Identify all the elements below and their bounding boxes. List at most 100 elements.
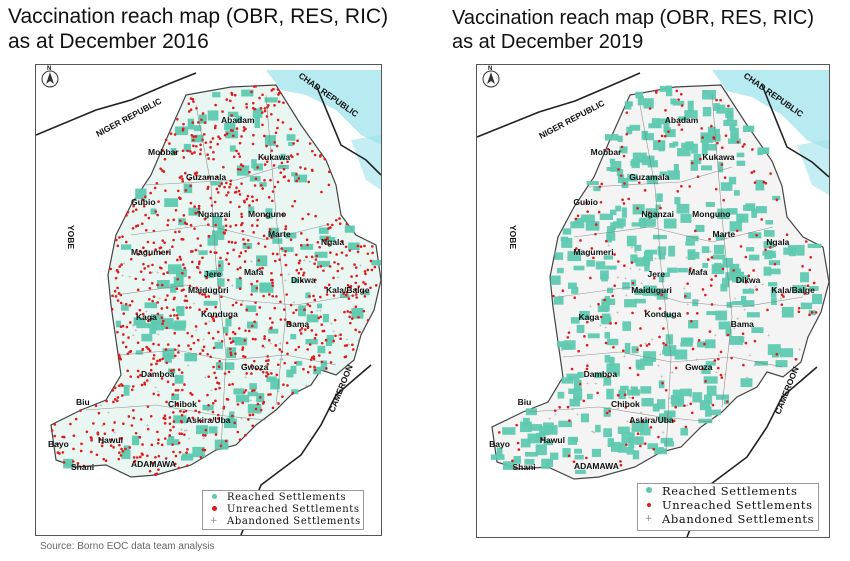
unreached-settlement xyxy=(327,242,330,246)
unreached-settlement xyxy=(80,442,83,446)
unreached-settlement xyxy=(250,372,253,375)
abandoned-settlement: + xyxy=(299,321,302,327)
unreached-settlement xyxy=(186,448,189,451)
unreached-settlement xyxy=(149,191,152,195)
unreached-settlement xyxy=(659,206,662,210)
abandoned-settlement: + xyxy=(154,252,157,258)
abandoned-settlement: + xyxy=(712,412,715,418)
unreached-settlement xyxy=(232,248,235,252)
abandoned-settlement: + xyxy=(586,381,589,387)
unreached-settlement xyxy=(332,339,336,343)
abandoned-settlement: + xyxy=(607,414,610,420)
unreached-settlement xyxy=(314,278,317,282)
unreached-settlement xyxy=(253,107,257,111)
abandoned-settlement: + xyxy=(798,348,801,354)
unreached-settlement xyxy=(261,93,264,97)
reached-settlement xyxy=(654,289,665,297)
unreached-settlement xyxy=(298,259,302,262)
reached-settlement xyxy=(674,349,688,360)
reached-settlement xyxy=(150,321,165,331)
unreached-settlement xyxy=(282,167,286,171)
reached-settlement xyxy=(695,224,705,233)
abandoned-settlement: + xyxy=(659,352,662,358)
unreached-settlement xyxy=(176,117,179,121)
unreached-settlement xyxy=(116,286,119,290)
reached-settlement xyxy=(681,337,693,344)
unreached-settlement xyxy=(239,251,243,255)
reached-settlement xyxy=(224,418,237,429)
unreached-settlement xyxy=(156,301,160,304)
unreached-settlement xyxy=(253,389,256,392)
unreached-settlement xyxy=(266,372,270,376)
unreached-settlement xyxy=(193,205,196,208)
lga-label-shani: Shani xyxy=(71,462,94,472)
unreached-settlement xyxy=(265,237,269,240)
unreached-settlement xyxy=(336,269,340,273)
unreached-settlement xyxy=(617,168,620,171)
abandoned-settlement: + xyxy=(202,337,205,343)
reached-settlement xyxy=(667,267,678,273)
unreached-settlement xyxy=(225,333,228,336)
unreached-settlement xyxy=(267,196,271,199)
unreached-settlement xyxy=(138,455,142,459)
reached-settlement xyxy=(173,276,184,288)
unreached-settlement xyxy=(203,448,207,452)
unreached-settlement xyxy=(224,224,228,228)
unreached-settlement xyxy=(157,438,160,442)
unreached-settlement xyxy=(163,422,167,425)
unreached-settlement xyxy=(713,359,717,362)
unreached-settlement xyxy=(297,261,301,265)
label-yobe: YOBE xyxy=(66,225,76,249)
reached-settlement xyxy=(502,427,516,435)
reached-settlement xyxy=(680,342,693,347)
abandoned-settlement: + xyxy=(180,284,183,290)
unreached-settlement xyxy=(254,85,258,88)
reached-settlement xyxy=(600,270,609,280)
reached-settlement xyxy=(496,447,503,457)
unreached-settlement xyxy=(214,103,217,107)
unreached-settlement xyxy=(178,432,181,435)
unreached-settlement xyxy=(806,284,810,288)
reached-settlement xyxy=(305,292,311,299)
unreached-settlement xyxy=(231,382,234,386)
lga-borders xyxy=(527,94,804,453)
unreached-settlement xyxy=(683,294,687,298)
unreached-settlement xyxy=(316,265,320,269)
unreached-settlement xyxy=(207,235,211,238)
unreached-settlement xyxy=(241,401,245,405)
unreached-settlement xyxy=(373,265,377,269)
unreached-settlement xyxy=(741,332,745,336)
unreached-settlement xyxy=(307,212,310,216)
unreached-settlement xyxy=(248,170,251,174)
unreached-settlement xyxy=(369,259,373,263)
unreached-settlement xyxy=(753,181,757,184)
reached-settlement xyxy=(144,302,158,309)
unreached-settlement xyxy=(82,464,86,468)
unreached-settlement xyxy=(586,364,589,368)
unreached-settlement xyxy=(228,316,232,320)
abandoned-settlement: + xyxy=(332,329,335,335)
unreached-settlement xyxy=(252,133,255,137)
reached-settlement xyxy=(181,453,193,458)
abandoned-settlement: + xyxy=(602,383,605,389)
unreached-settlement xyxy=(338,222,342,226)
unreached-settlement xyxy=(156,213,159,217)
unreached-settlement xyxy=(357,285,361,288)
unreached-settlement xyxy=(284,263,288,267)
unreached-settlement xyxy=(752,170,756,173)
unreached-settlement xyxy=(198,271,202,274)
reached-settlement xyxy=(607,438,614,447)
unreached-settlement xyxy=(203,293,207,296)
unreached-settlement xyxy=(350,275,353,278)
abandoned-settlement: + xyxy=(119,385,122,391)
unreached-settlement xyxy=(625,132,629,136)
unreached-settlement xyxy=(168,142,171,145)
unreached-settlement xyxy=(200,118,203,122)
abandoned-settlement: + xyxy=(664,248,667,254)
reached-settlement xyxy=(630,254,638,263)
reached-settlement xyxy=(602,313,611,325)
unreached-settlement xyxy=(240,182,243,185)
unreached-settlement xyxy=(283,175,287,178)
abandoned-settlement: + xyxy=(591,429,594,435)
unreached-settlement xyxy=(120,447,123,451)
